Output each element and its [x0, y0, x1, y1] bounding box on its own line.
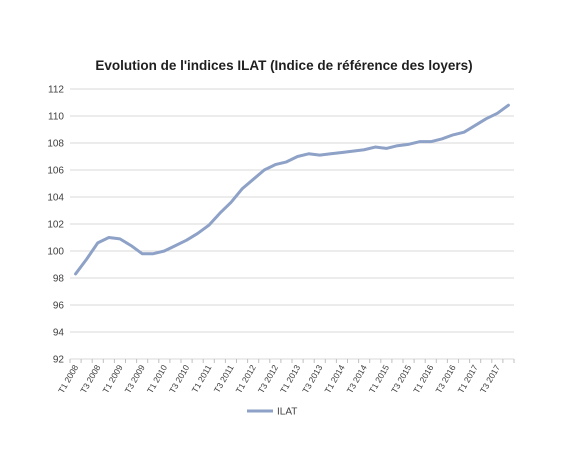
x-tick-label: T1 2012: [234, 363, 258, 395]
y-tick-label: 108: [47, 139, 64, 150]
legend: ILAT: [247, 407, 297, 418]
y-tick-label: 92: [53, 355, 65, 366]
y-tick-label: 100: [47, 247, 64, 258]
x-tick-label: T3 2014: [345, 363, 369, 395]
x-tick-label: T1 2008: [56, 363, 80, 395]
y-tick-label: 98: [53, 274, 65, 285]
legend-label: ILAT: [277, 407, 297, 418]
y-tick-label: 106: [47, 166, 64, 177]
x-tick-label: T3 2009: [123, 363, 147, 395]
x-tick-label: T1 2017: [456, 363, 480, 395]
series-line-ilat: [74, 103, 510, 276]
x-tick-label: T3 2012: [256, 363, 280, 395]
y-axis: 92 94 96 98 100 102 104 106 108 110 112: [47, 85, 64, 366]
y-tick-label: 110: [48, 112, 64, 123]
y-tick-label: 102: [47, 220, 64, 231]
x-tick-label: T3 2015: [389, 363, 413, 395]
x-tick-label: T1 2016: [411, 363, 435, 395]
gridlines: [70, 88, 514, 360]
x-tick-label: T1 2013: [278, 363, 302, 395]
x-tick-label: T1 2011: [190, 363, 214, 395]
y-tick-label: 94: [53, 328, 65, 339]
x-tick-label: T3 2010: [167, 363, 191, 395]
y-tick-label: 112: [48, 85, 64, 96]
x-tick-label: T3 2017: [478, 363, 502, 395]
series-layer: [74, 103, 510, 276]
chart-title: Evolution de l'indices ILAT (Indice de r…: [95, 58, 473, 73]
x-tick-label: T3 2013: [300, 363, 324, 395]
x-tick-label: T3 2008: [78, 363, 102, 395]
x-tick-label: T1 2010: [145, 363, 169, 395]
x-tick-label: T1 2014: [322, 363, 346, 395]
x-tick-label: T1 2009: [100, 363, 124, 395]
y-tick-label: 104: [47, 193, 64, 204]
x-tick-label: T3 2011: [212, 363, 236, 395]
y-tick-label: 96: [53, 301, 65, 312]
x-tick-label: T3 2016: [433, 363, 457, 395]
x-tick-label: T1 2015: [367, 363, 391, 395]
